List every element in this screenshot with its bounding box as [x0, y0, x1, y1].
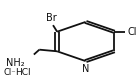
Text: Br: Br [46, 13, 57, 23]
Text: Cl: Cl [128, 27, 137, 37]
Text: N: N [82, 64, 89, 74]
Text: Cl⁻: Cl⁻ [4, 68, 16, 77]
Text: HCl: HCl [15, 68, 30, 77]
Text: NH₂: NH₂ [6, 58, 24, 68]
